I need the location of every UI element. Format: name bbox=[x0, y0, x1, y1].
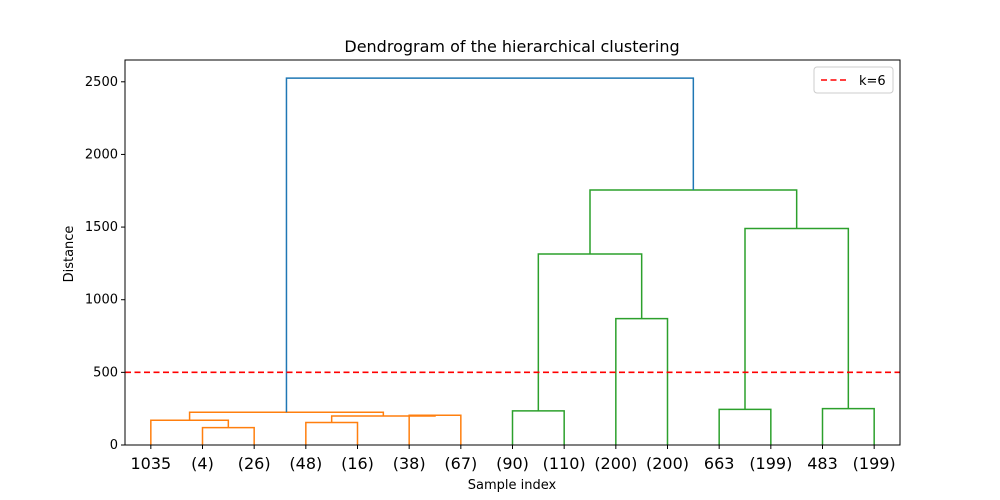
x-tick-label: (90) bbox=[496, 454, 529, 473]
x-tick-label: (199) bbox=[749, 454, 792, 473]
x-tick-label: (200) bbox=[594, 454, 637, 473]
dendrogram-link-9 bbox=[718, 408, 772, 445]
x-tick-label: (38) bbox=[393, 454, 426, 473]
x-tick-label: (199) bbox=[853, 454, 896, 473]
legend-box bbox=[813, 66, 894, 94]
y-axis-label: Distance bbox=[62, 226, 77, 283]
y-tick-label: 2000 bbox=[85, 147, 118, 162]
axes-layer: 0 500 1000 1500 2000 2500 1035 (4) (26) (48) (16) (… bbox=[85, 59, 901, 473]
x-tick-label: (26) bbox=[238, 454, 271, 473]
dendrogram-link-0 bbox=[201, 426, 255, 445]
x-tick-label: (110) bbox=[543, 454, 586, 473]
dendrogram-link-1 bbox=[150, 419, 230, 445]
x-tick-label: (4) bbox=[191, 454, 214, 473]
dendrogram-link-12 bbox=[589, 189, 798, 254]
x-tick-label: 483 bbox=[807, 454, 838, 473]
x-tick-label: (67) bbox=[444, 454, 477, 473]
dendrogram-link-11 bbox=[744, 227, 850, 410]
y-tick-label: 1500 bbox=[85, 220, 118, 235]
dendrogram-link-7 bbox=[615, 317, 669, 445]
y-tick-label: 500 bbox=[93, 365, 118, 380]
chart-title: Dendrogram of the hierarchical clusterin… bbox=[344, 37, 679, 56]
dendrogram-links bbox=[150, 77, 875, 445]
dendrogram-link-2 bbox=[305, 421, 359, 445]
dendrogram-link-8 bbox=[537, 253, 643, 411]
dendrogram-link-6 bbox=[511, 410, 565, 445]
x-tick-label: (16) bbox=[341, 454, 374, 473]
x-tick-label: (48) bbox=[289, 454, 322, 473]
legend: k=6 bbox=[813, 66, 894, 94]
dendrogram-link-13 bbox=[285, 77, 695, 413]
legend-label: k=6 bbox=[859, 74, 886, 89]
y-tick-label: 0 bbox=[110, 438, 118, 453]
x-tick-label: (200) bbox=[646, 454, 689, 473]
y-tick-label: 2500 bbox=[85, 75, 118, 90]
dendrogram-link-3 bbox=[408, 414, 462, 445]
x-tick-label: 663 bbox=[704, 454, 735, 473]
dendrogram-link-4 bbox=[330, 415, 436, 423]
plot-frame bbox=[124, 59, 901, 446]
x-axis-label: Sample index bbox=[468, 478, 557, 493]
dendrogram-link-10 bbox=[821, 407, 875, 445]
x-tick-label: 1035 bbox=[130, 454, 171, 473]
y-tick-label: 1000 bbox=[85, 293, 118, 308]
